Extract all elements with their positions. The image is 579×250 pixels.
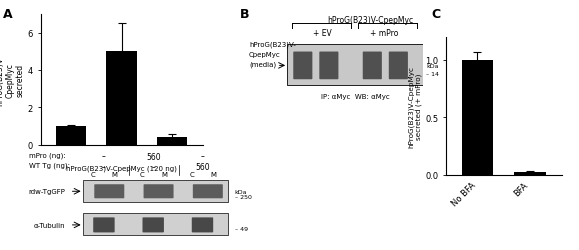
Text: mPro (ng):: mPro (ng): [29, 152, 65, 158]
Bar [157, 138, 188, 145]
Text: M: M [161, 171, 167, 177]
Text: + rdw-TgGFP (120 ng): + rdw-TgGFP (120 ng) [83, 182, 160, 188]
Text: –: – [102, 162, 106, 171]
Text: + EV: + EV [313, 29, 331, 38]
Bar [56, 126, 86, 145]
Text: (media): (media) [249, 61, 276, 68]
FancyBboxPatch shape [287, 45, 423, 86]
FancyBboxPatch shape [93, 218, 115, 232]
FancyBboxPatch shape [82, 180, 228, 202]
Text: hProG(B23)V-CpepMyc (120 ng): hProG(B23)V-CpepMyc (120 ng) [66, 164, 177, 171]
FancyBboxPatch shape [82, 213, 228, 235]
Text: A: A [3, 8, 13, 20]
Bar [514, 173, 546, 175]
Text: kDa: kDa [234, 189, 247, 194]
Text: IP: αMyc  WB: αMyc: IP: αMyc WB: αMyc [321, 94, 389, 100]
Text: α-Tubulin: α-Tubulin [34, 222, 65, 228]
FancyBboxPatch shape [94, 184, 124, 198]
Bar [461, 60, 493, 175]
FancyBboxPatch shape [389, 52, 408, 80]
Bar [107, 52, 137, 145]
Text: rdw-TgGFP: rdw-TgGFP [28, 188, 65, 194]
FancyBboxPatch shape [192, 218, 213, 232]
Text: M: M [112, 171, 118, 177]
Text: WT Tg (ng):: WT Tg (ng): [29, 162, 70, 168]
FancyBboxPatch shape [362, 52, 382, 80]
Text: hProG(B23)V-: hProG(B23)V- [249, 42, 296, 48]
Text: C: C [431, 8, 441, 20]
Text: – 250: – 250 [234, 194, 251, 200]
Text: CpepMyc: CpepMyc [249, 52, 281, 58]
Text: C: C [189, 171, 194, 177]
FancyBboxPatch shape [319, 52, 338, 80]
Text: – 14: – 14 [426, 72, 439, 77]
Text: 560: 560 [146, 152, 160, 161]
FancyBboxPatch shape [142, 218, 164, 232]
Text: – 49: – 49 [234, 226, 248, 232]
Y-axis label: hProG(B23)V-CpepMyc
secreted (+ mPro): hProG(B23)V-CpepMyc secreted (+ mPro) [408, 66, 422, 147]
Text: C: C [140, 171, 145, 177]
Text: C: C [91, 171, 96, 177]
Text: –: – [200, 152, 204, 161]
FancyBboxPatch shape [193, 184, 223, 198]
Y-axis label: hProG(B23)V-
CpepMyc
secreted: hProG(B23)V- CpepMyc secreted [0, 54, 25, 106]
Text: –: – [151, 162, 155, 171]
FancyBboxPatch shape [294, 52, 313, 80]
Text: 560: 560 [195, 162, 210, 171]
Text: + mPro: + mPro [370, 29, 399, 38]
Text: –: – [102, 152, 106, 161]
Text: kDa: kDa [426, 64, 439, 68]
Text: hProG(B23)V-CpepMyc: hProG(B23)V-CpepMyc [328, 16, 413, 25]
Text: B: B [240, 8, 250, 20]
FancyBboxPatch shape [144, 184, 174, 198]
Text: M: M [210, 171, 216, 177]
